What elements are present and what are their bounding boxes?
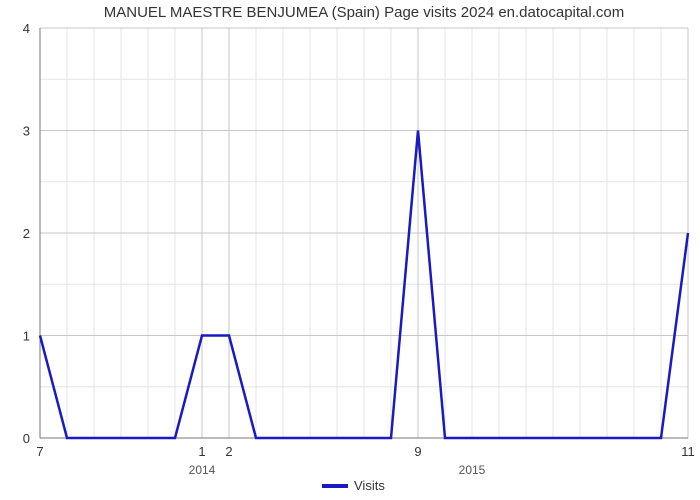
chart-bg <box>0 0 700 500</box>
x-tick-label: 11 <box>681 444 695 459</box>
line-chart: 0 1 2 3 4 7 1 2 9 11 2014 2015 MANUEL MAESTRE BENJUM… <box>0 0 700 500</box>
chart-container: 0 1 2 3 4 7 1 2 9 11 2014 2015 MANUEL MAESTRE BENJUM… <box>0 0 700 500</box>
x-tick-label: 2 <box>225 444 232 459</box>
x-tick-label: 9 <box>414 444 421 459</box>
chart-title: MANUEL MAESTRE BENJUMEA (Spain) Page vis… <box>104 4 625 21</box>
x-tick-label: 1 <box>198 444 205 459</box>
y-tick-label: 2 <box>23 226 30 241</box>
x-year-label: 2015 <box>459 463 486 477</box>
y-tick-label: 0 <box>23 431 30 446</box>
legend-swatch <box>322 484 348 488</box>
x-year-label: 2014 <box>189 463 216 477</box>
x-tick-label: 7 <box>36 444 43 459</box>
legend-label: Visits <box>354 478 385 493</box>
y-tick-label: 4 <box>23 21 30 36</box>
y-tick-label: 3 <box>23 124 30 139</box>
y-tick-label: 1 <box>23 329 30 344</box>
